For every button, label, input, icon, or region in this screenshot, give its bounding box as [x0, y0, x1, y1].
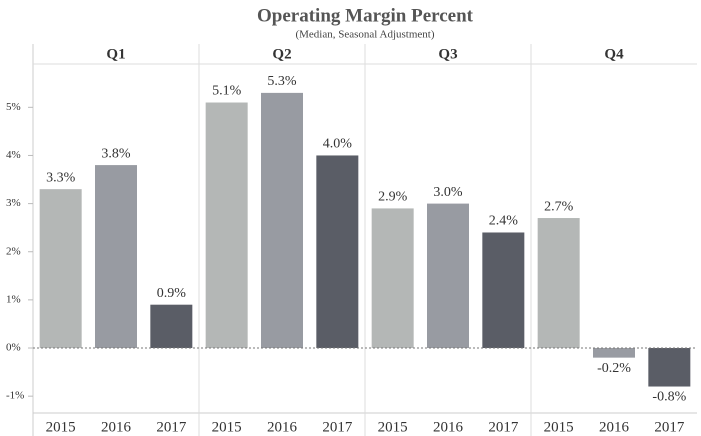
bar	[537, 218, 580, 349]
bar	[95, 165, 137, 349]
x-tick-label: 2017	[654, 419, 685, 435]
bar	[427, 203, 469, 349]
bar	[316, 155, 359, 349]
chart-subtitle: (Median, Seasonal Adjustment)	[295, 29, 434, 41]
value-label: 2.4%	[489, 214, 519, 229]
panel-label: Q1	[106, 46, 125, 62]
panel-label: Q2	[272, 46, 291, 62]
value-label: 2.9%	[378, 190, 408, 205]
panel-label: Q4	[604, 46, 624, 62]
x-tick-label: 2017	[322, 419, 353, 435]
chart-title: Operating Margin Percent	[257, 5, 474, 26]
y-tick-label: 2%	[6, 245, 21, 257]
value-label: 5.1%	[212, 84, 242, 99]
bar	[261, 92, 303, 349]
bar	[150, 304, 193, 349]
value-label: 0.9%	[157, 286, 187, 301]
value-label: 4.0%	[323, 137, 353, 152]
bar	[593, 348, 635, 358]
y-tick-label: 4%	[6, 149, 21, 161]
panel-label: Q3	[438, 46, 457, 62]
x-tick-label: 2015	[212, 419, 242, 435]
x-tick-label: 2017	[156, 419, 187, 435]
y-tick-label: -1%	[6, 390, 24, 402]
x-tick-label: 2016	[267, 419, 298, 435]
bar	[648, 348, 691, 387]
value-label: 3.8%	[101, 146, 131, 161]
x-tick-label: 2016	[433, 419, 464, 435]
x-tick-label: 2016	[599, 419, 630, 435]
value-label: 2.7%	[544, 199, 574, 214]
value-label: -0.2%	[597, 361, 631, 376]
x-tick-label: 2017	[488, 419, 519, 435]
value-label: 3.3%	[46, 170, 76, 185]
y-tick-label: 1%	[6, 293, 21, 305]
value-label: -0.8%	[652, 390, 686, 405]
x-tick-label: 2015	[544, 419, 574, 435]
value-label: 3.0%	[433, 185, 463, 200]
bar	[39, 189, 82, 349]
x-tick-label: 2016	[101, 419, 132, 435]
bar	[482, 232, 525, 349]
y-tick-label: 0%	[6, 342, 21, 354]
y-tick-label: 3%	[6, 197, 21, 209]
bar	[371, 208, 414, 349]
bar	[205, 102, 248, 349]
x-tick-label: 2015	[46, 419, 76, 435]
y-tick-label: 5%	[6, 101, 21, 113]
value-label: 5.3%	[267, 74, 297, 89]
x-tick-label: 2015	[378, 419, 408, 435]
